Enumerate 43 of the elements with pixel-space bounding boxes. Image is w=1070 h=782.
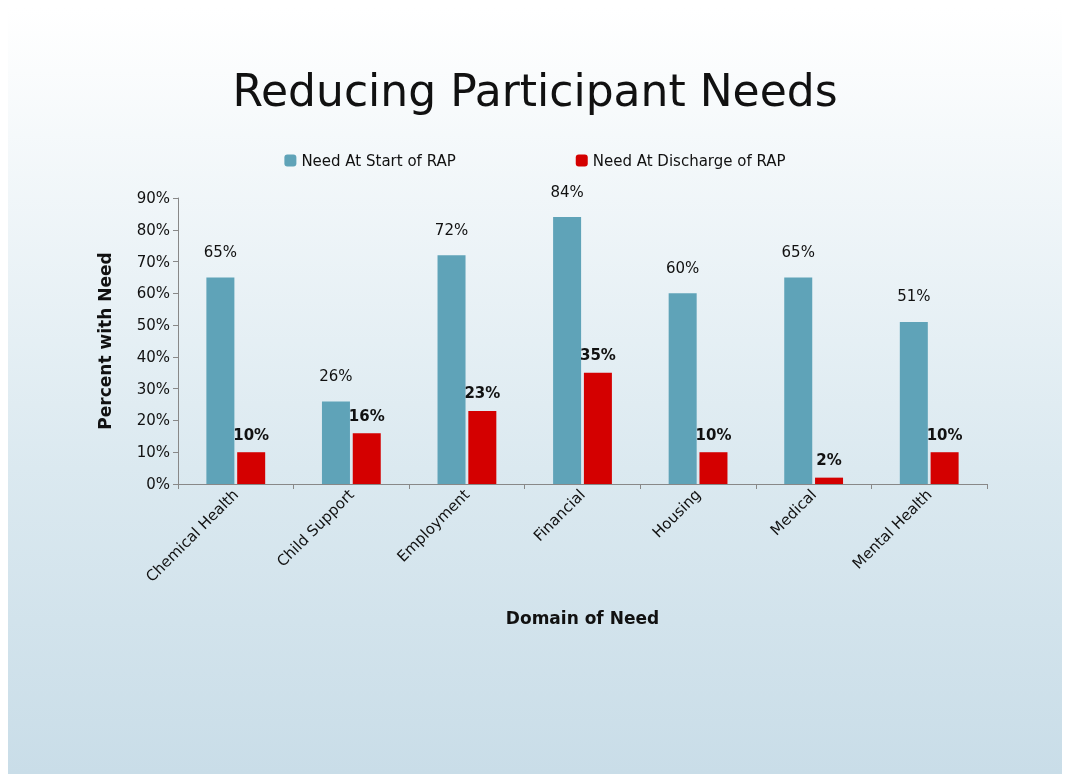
bar	[784, 277, 813, 484]
bar	[699, 452, 728, 484]
y-tick-label: 80%	[136, 220, 170, 239]
bar	[352, 433, 381, 484]
data-label: 10%	[233, 425, 270, 444]
y-tick-label: 30%	[136, 379, 170, 398]
bar	[206, 277, 235, 484]
x-axis-title: Domain of Need	[505, 607, 660, 628]
y-tick-label: 20%	[136, 411, 170, 430]
y-tick-label: 70%	[136, 252, 170, 271]
bar	[468, 410, 497, 484]
data-label: 10%	[926, 425, 963, 444]
data-label: 60%	[666, 258, 700, 277]
data-label: 65%	[203, 242, 238, 261]
legend-label: Need At Discharge of RAP	[592, 151, 786, 170]
bar	[237, 452, 266, 484]
bar	[815, 477, 844, 484]
data-label: 35%	[579, 346, 616, 365]
y-tick-label: 90%	[136, 189, 170, 207]
y-axis-title: Percent with Need	[94, 252, 115, 430]
data-label: 26%	[319, 366, 353, 385]
y-tick-label: 40%	[136, 347, 170, 366]
data-label: 65%	[781, 242, 815, 261]
data-label: 10%	[695, 425, 732, 444]
data-label: 16%	[348, 406, 385, 425]
bar	[930, 452, 959, 484]
y-tick-label: 60%	[136, 284, 170, 303]
bar	[583, 372, 612, 484]
data-label: 72%	[434, 220, 469, 239]
y-tick-label: 10%	[136, 443, 170, 462]
y-tick-label: 50%	[136, 316, 170, 335]
bar	[437, 255, 466, 484]
data-label: 51%	[897, 287, 931, 306]
bar	[553, 217, 582, 484]
y-tick-label: 0%	[146, 475, 170, 493]
legend-label: Need At Start of RAP	[301, 151, 456, 170]
data-label: 23%	[464, 384, 501, 403]
data-label: 84%	[550, 182, 584, 201]
data-label: 2%	[816, 451, 842, 470]
chart-title: Reducing Participant Needs	[232, 64, 838, 116]
bar	[668, 293, 697, 484]
bar	[321, 401, 350, 484]
bar	[899, 321, 928, 484]
